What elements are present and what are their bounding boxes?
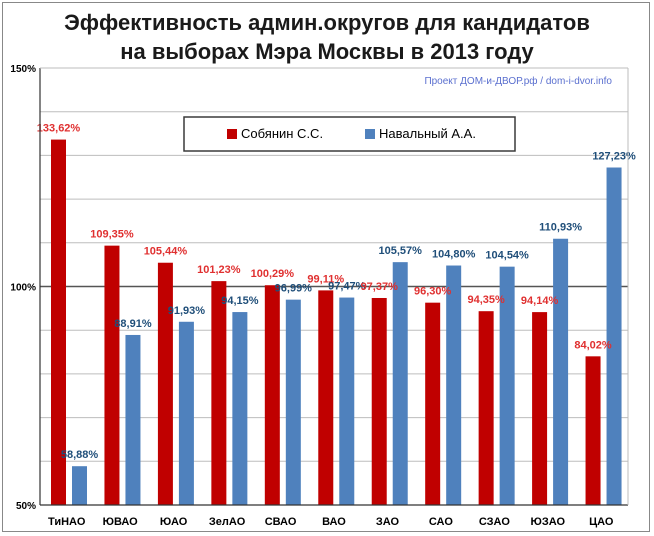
bar-navalny	[125, 334, 141, 505]
category-label: ЮАО	[160, 516, 188, 528]
bar-sobyanin	[318, 290, 334, 505]
chart-title: Эффективность админ.округов для кандидат…	[0, 8, 654, 66]
bar-navalny	[285, 299, 301, 505]
value-label-sobyanin: 94,35%	[467, 294, 505, 306]
value-label-sobyanin: 84,02%	[574, 339, 612, 351]
category-label: ЮВАО	[103, 516, 139, 528]
legend-box	[183, 116, 516, 152]
legend-swatch-navalny	[365, 129, 375, 139]
value-label-navalny: 104,54%	[485, 250, 529, 262]
credit-text: Проект ДОМ-и-ДВОР.рф / dom-i-dvor.info	[424, 75, 612, 87]
category-label: ЮЗАО	[531, 516, 566, 528]
value-label-navalny: 91,93%	[168, 305, 206, 317]
bar-sobyanin	[104, 245, 120, 505]
bar-navalny	[446, 265, 462, 505]
y-tick-label: 150%	[10, 64, 36, 75]
value-label-sobyanin: 94,14%	[521, 295, 559, 307]
bar-sobyanin	[51, 139, 66, 505]
bar-navalny	[339, 297, 355, 505]
category-label: ЦАО	[589, 516, 614, 528]
category-label: ЗелАО	[209, 516, 246, 528]
bar-navalny	[553, 238, 569, 505]
value-label-navalny: 58,88%	[61, 449, 99, 461]
value-label-sobyanin: 109,35%	[90, 229, 134, 241]
value-label-sobyanin: 97,37%	[361, 281, 399, 293]
legend-label-navalny: Навальный А.А.	[379, 126, 476, 141]
value-label-navalny: 94,15%	[221, 295, 259, 307]
bar-sobyanin	[585, 356, 601, 505]
category-label: СВАО	[265, 516, 297, 528]
bar-navalny	[606, 167, 622, 506]
category-label: САО	[429, 516, 453, 528]
bars	[51, 139, 622, 506]
bar-sobyanin	[478, 311, 494, 505]
y-tick-label: 50%	[16, 501, 36, 512]
bar-sobyanin	[211, 281, 227, 505]
category-label: ВАО	[322, 516, 346, 528]
value-label-navalny: 88,91%	[114, 318, 152, 330]
bar-sobyanin	[264, 285, 280, 505]
value-label-sobyanin: 99,11%	[307, 273, 344, 285]
value-label-navalny: 97,47%	[328, 281, 366, 293]
category-label: СЗАО	[479, 516, 510, 528]
legend-label-sobyanin: Собянин С.С.	[241, 126, 323, 141]
value-label-sobyanin: 105,44%	[144, 246, 188, 258]
value-label-navalny: 104,80%	[432, 249, 476, 261]
bar-sobyanin	[532, 312, 548, 505]
bar-navalny	[499, 266, 515, 505]
legend: Собянин С.С. Навальный А.А.	[183, 116, 516, 152]
value-label-navalny: 127,23%	[592, 151, 636, 163]
value-label-sobyanin: 100,29%	[251, 268, 295, 280]
axes	[39, 67, 629, 506]
category-label: ЗАО	[376, 516, 400, 528]
y-tick-labels: 50% 100% 150%	[10, 64, 36, 512]
value-label-sobyanin: 101,23%	[197, 264, 241, 276]
value-label-navalny: 105,57%	[379, 245, 423, 257]
category-labels: ТиНАО ЮВАО ЮАО ЗелАО СВАО ВАО ЗАО САО СЗАО ЮЗАО ЦА…	[48, 516, 614, 528]
chart-title-line-2: на выборах Мэра Москвы в 2013 году	[120, 39, 534, 64]
bar-sobyanin	[157, 262, 173, 505]
value-label-sobyanin: 133,62%	[37, 123, 81, 135]
value-labels: 133,62% 58,88% 109,35% 88,91% 105,44% 91,93% 1…	[37, 123, 636, 462]
value-label-navalny: 110,93%	[539, 222, 582, 234]
bar-navalny	[72, 466, 87, 505]
bar-navalny	[392, 262, 408, 505]
bar-sobyanin	[425, 302, 441, 505]
legend-swatch-sobyanin	[227, 129, 237, 139]
value-label-navalny: 96,99%	[275, 283, 313, 295]
bar-navalny	[232, 312, 248, 505]
bar-sobyanin	[371, 297, 387, 505]
y-tick-label: 100%	[10, 283, 36, 294]
bar-navalny	[178, 321, 194, 505]
category-label: ТиНАО	[48, 516, 86, 528]
value-label-sobyanin: 96,30%	[414, 286, 452, 298]
chart-title-line-1: Эффективность админ.округов для кандидат…	[64, 10, 590, 35]
